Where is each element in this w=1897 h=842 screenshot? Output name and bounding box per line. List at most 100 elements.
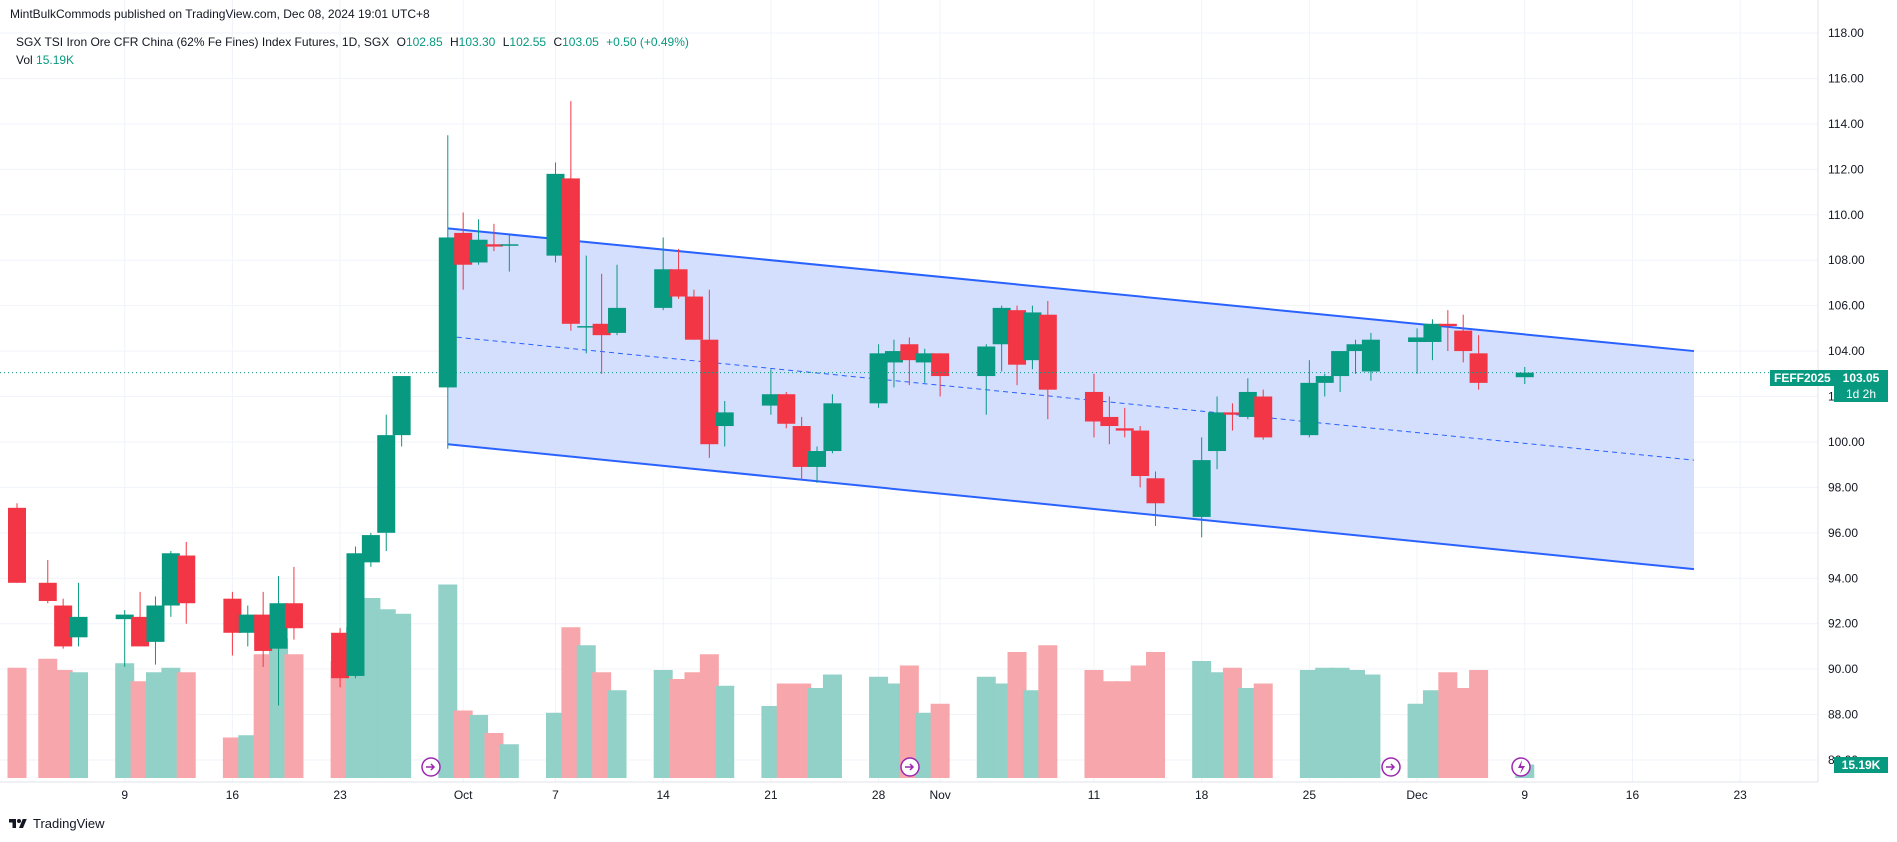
time-tick-label: 16 <box>226 788 240 802</box>
time-tick-label: 7 <box>552 788 559 802</box>
price-tick-label: 100.00 <box>1828 435 1865 449</box>
volume-bar <box>653 670 673 778</box>
time-tick-label: 16 <box>1626 788 1640 802</box>
candle-body <box>792 426 811 467</box>
ohlc-close: C103.05 <box>553 35 598 49</box>
candle-body <box>1254 396 1273 438</box>
brand-name: TradingView <box>33 816 105 831</box>
price-tick-label: 90.00 <box>1828 662 1858 676</box>
volume-bar <box>1469 670 1489 778</box>
candle-body <box>1315 376 1334 383</box>
channel-upper-line <box>447 227 1695 353</box>
candle-body <box>654 269 673 308</box>
volume-bar <box>484 733 504 778</box>
open-value: 102.85 <box>405 35 443 49</box>
volume-bar <box>792 683 812 778</box>
price-tick-label: 104.00 <box>1828 344 1865 358</box>
volume-bar <box>992 683 1012 778</box>
close-label: C <box>553 35 563 49</box>
volume-bars <box>7 584 1535 778</box>
candle-body <box>377 435 396 533</box>
candle-body <box>669 269 688 297</box>
volume-bar <box>1084 670 1104 778</box>
candle-body <box>700 339 719 445</box>
candle-body <box>1423 323 1442 342</box>
candle-body <box>254 614 273 651</box>
volume-bar <box>607 690 627 778</box>
candle-body <box>884 351 903 363</box>
price-change: +0.50 (+0.49%) <box>606 35 689 49</box>
candle-body <box>546 173 565 256</box>
arrow-glyph <box>905 763 915 771</box>
candle-body <box>54 605 73 647</box>
volume-bar <box>1130 665 1150 778</box>
price-tick-label: 94.00 <box>1828 571 1858 585</box>
volume-bar <box>176 672 196 778</box>
candle-body <box>1331 351 1350 377</box>
volume-bar <box>361 598 381 778</box>
candle-body <box>1300 382 1319 436</box>
candle-body <box>777 394 796 424</box>
candlesticks[interactable] <box>8 101 1534 706</box>
dividend-event-icon[interactable] <box>900 757 920 777</box>
footer-brand[interactable]: TradingView <box>8 816 105 831</box>
candle-body <box>331 632 350 679</box>
channel-fill <box>447 228 1694 570</box>
ohlc-open: O102.85 <box>397 35 443 49</box>
candle-body <box>1131 430 1150 477</box>
time-tick-label: 25 <box>1303 788 1317 802</box>
volume-bar <box>684 672 704 778</box>
event-markers[interactable] <box>421 757 1531 777</box>
volume-bar <box>253 654 273 778</box>
volume-bar <box>453 710 473 778</box>
dividend-event-icon[interactable] <box>1381 757 1401 777</box>
channel-mid-line <box>447 335 1695 461</box>
candle-body <box>823 403 842 452</box>
volume-bar <box>822 674 842 778</box>
candle-body <box>131 616 150 647</box>
time-tick-label: 23 <box>333 788 347 802</box>
candle-body <box>977 346 996 377</box>
earnings-event-icon[interactable] <box>1511 757 1531 777</box>
volume-bar <box>1330 667 1350 778</box>
volume-bar <box>1022 690 1042 778</box>
volume-bar <box>1253 683 1273 778</box>
time-tick-label: Nov <box>929 788 950 802</box>
symbol-tag: FEFF2025 <box>1770 370 1835 386</box>
volume-bar <box>1315 667 1335 778</box>
volume-bar <box>1099 681 1119 778</box>
volume-bar <box>1438 672 1458 778</box>
bolt-glyph <box>1518 760 1525 774</box>
volume-bar <box>1361 674 1381 778</box>
volume-bar <box>884 683 904 778</box>
volume-bar <box>222 737 242 778</box>
candle-body <box>684 296 703 340</box>
candle-body <box>38 582 57 601</box>
candle-body <box>269 603 288 649</box>
volume-bar <box>699 654 719 778</box>
candle-body <box>1361 339 1380 372</box>
time-tick-label: 9 <box>121 788 128 802</box>
volume-bar <box>438 584 458 778</box>
candle-body <box>177 555 196 604</box>
volume-bar <box>869 676 889 778</box>
candle-body <box>238 614 257 633</box>
parallel-channel[interactable] <box>447 227 1695 571</box>
candle-body <box>808 451 827 467</box>
time-axis[interactable]: 9 16 23 Oct 7 14 21 28 Nov 11 18 25 Dec 9 16 23 <box>0 781 1818 802</box>
candle-body <box>1146 478 1165 504</box>
close-value: 103.05 <box>562 35 599 49</box>
volume-bar <box>1238 688 1258 778</box>
candle-body <box>284 603 303 629</box>
volume-bar <box>1346 670 1366 778</box>
volume-bar <box>499 744 519 778</box>
volume-bar <box>53 670 73 778</box>
arrow-glyph <box>426 763 436 771</box>
dividend-event-icon[interactable] <box>421 757 441 777</box>
candle-body <box>1515 372 1534 378</box>
price-tick-label: 88.00 <box>1828 708 1858 722</box>
time-tick-label: 11 <box>1088 788 1101 802</box>
price-axis[interactable]: 118.00 116.00 114.00 112.00 110.00 108.00 106.… <box>1817 0 1865 782</box>
volume-label: Vol <box>16 53 33 67</box>
